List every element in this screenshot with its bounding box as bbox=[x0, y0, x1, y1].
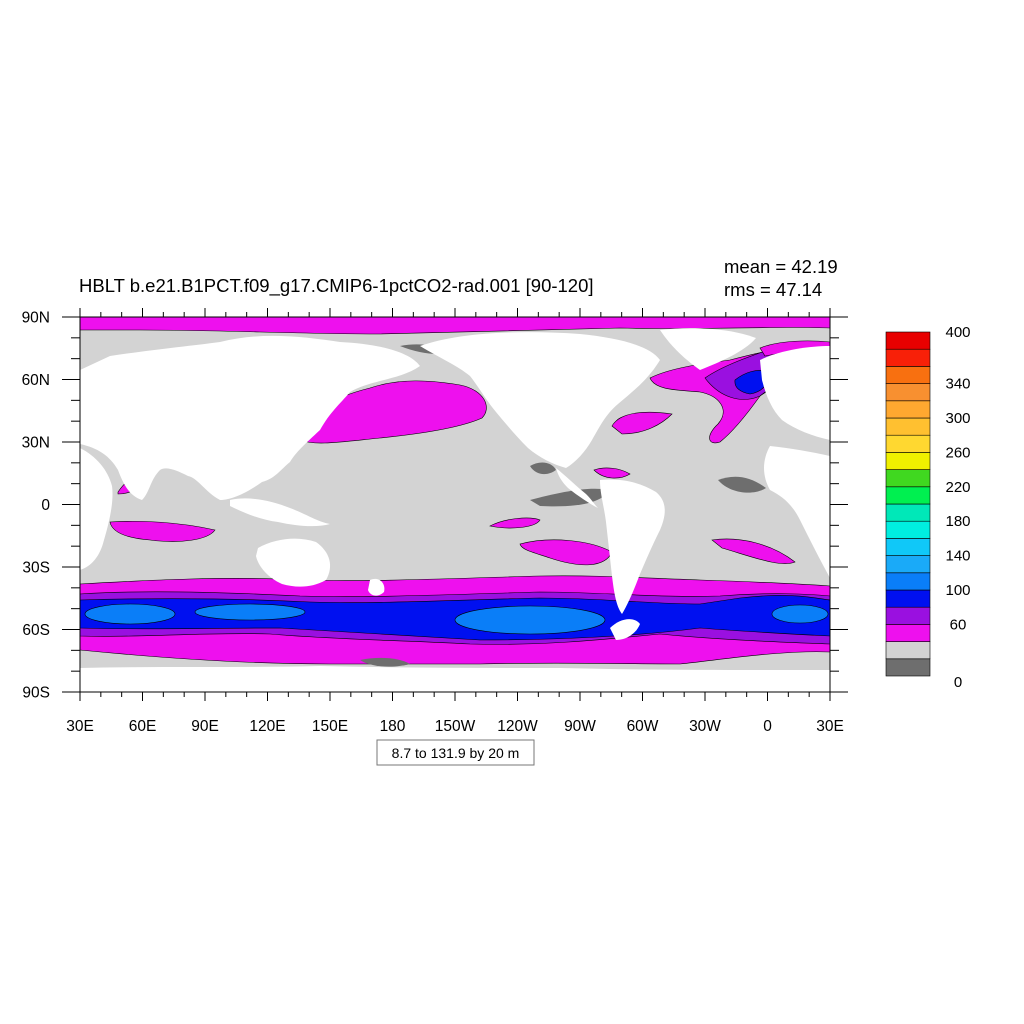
x-tick-label: 180 bbox=[380, 718, 406, 735]
x-tick-labels: 30E 60E 90E 120E 150E 180 150W 120W 90W 60W 30W 0 30… bbox=[66, 718, 844, 735]
y-tick-label: 60S bbox=[22, 622, 50, 639]
axis-ticks bbox=[62, 308, 848, 701]
colorbar-swatch bbox=[885, 589, 931, 608]
colorbar-label: 400 bbox=[945, 324, 970, 341]
land-antarctica bbox=[80, 666, 830, 692]
map-area bbox=[80, 317, 830, 692]
colorbar-swatch bbox=[885, 520, 931, 539]
colorbar-label: 0 bbox=[954, 674, 962, 691]
colorbar-label: 140 bbox=[945, 548, 970, 565]
east-pacific-magenta bbox=[489, 517, 541, 529]
north-pacific-magenta bbox=[299, 380, 487, 444]
caribbean-magenta bbox=[593, 467, 631, 479]
land-australia bbox=[256, 538, 331, 587]
land-africa-east bbox=[764, 446, 830, 578]
colorbar-swatch bbox=[885, 434, 931, 453]
x-tick-label: 120W bbox=[497, 718, 538, 735]
land-central-america bbox=[556, 468, 598, 508]
colorbar-swatch bbox=[885, 486, 931, 505]
colorbar-swatch bbox=[885, 400, 931, 419]
colorbar-labels: 0 60 100 140 180 220 260 300 340 400 bbox=[945, 324, 970, 691]
south-atlantic-magenta bbox=[711, 538, 796, 564]
colorbar-swatch bbox=[885, 383, 931, 402]
southern-ocean-core-pacific bbox=[454, 605, 606, 635]
southern-ocean-core-atlantic bbox=[771, 604, 829, 624]
y-tick-label: 90S bbox=[22, 685, 50, 702]
x-tick-label: 60W bbox=[627, 718, 659, 735]
southern-ocean-core-indian bbox=[194, 603, 306, 621]
arctic-magenta-band bbox=[80, 317, 830, 335]
land-south-america bbox=[600, 479, 665, 614]
land-greenland bbox=[660, 328, 756, 370]
colorbar-swatch bbox=[885, 331, 931, 350]
colorbar-swatch bbox=[885, 417, 931, 436]
x-tick-label: 150E bbox=[312, 718, 348, 735]
x-tick-label: 60E bbox=[129, 718, 157, 735]
colorbar-swatch bbox=[885, 469, 931, 488]
land-north-america bbox=[420, 332, 660, 468]
y-tick-labels: 90N 60N 30N 0 30S 60S 90S bbox=[22, 310, 51, 702]
colorbar-swatch bbox=[885, 538, 931, 556]
x-tick-label: 30W bbox=[689, 718, 721, 735]
colorbar-swatch bbox=[885, 348, 931, 367]
colorbar-swatch bbox=[885, 606, 931, 625]
land-maritime-continent bbox=[230, 498, 330, 527]
colorbar-swatch bbox=[885, 555, 931, 574]
contour-info-text: 8.7 to 131.9 by 20 m bbox=[392, 745, 520, 761]
colorbar-label: 260 bbox=[945, 444, 970, 461]
colorbar-swatch bbox=[885, 503, 931, 522]
indian-ocean-magenta bbox=[109, 520, 216, 542]
colorbar-label: 60 bbox=[950, 616, 967, 633]
x-tick-label: 90W bbox=[564, 718, 596, 735]
colorbar-label: 100 bbox=[945, 582, 970, 599]
mean-value: mean = 42.19 bbox=[724, 256, 838, 277]
land-europe-east bbox=[760, 346, 830, 440]
colorbar-label: 340 bbox=[945, 376, 970, 393]
land-masses bbox=[80, 328, 830, 692]
colorbar-swatch bbox=[885, 641, 931, 660]
missing-west-africa bbox=[718, 476, 766, 493]
south-east-pacific-magenta bbox=[519, 539, 613, 566]
x-tick-label: 90E bbox=[191, 718, 219, 735]
southern-ocean-core-west bbox=[84, 603, 176, 625]
y-tick-label: 60N bbox=[22, 372, 50, 389]
missing-antarctic-coast bbox=[360, 657, 410, 667]
x-tick-label: 30E bbox=[66, 718, 94, 735]
colorbar bbox=[885, 331, 931, 677]
colorbar-swatch bbox=[885, 452, 931, 470]
colorbar-swatch bbox=[885, 572, 931, 591]
x-tick-label: 150W bbox=[435, 718, 476, 735]
colorbar-swatch bbox=[885, 658, 931, 677]
x-tick-label: 0 bbox=[763, 718, 772, 735]
rms-value: rms = 47.14 bbox=[724, 279, 822, 300]
colorbar-swatch bbox=[885, 366, 931, 384]
missing-gulf-mexico bbox=[530, 462, 556, 475]
y-tick-label: 30N bbox=[22, 435, 50, 452]
y-tick-label: 0 bbox=[41, 497, 50, 514]
contour-info-box bbox=[376, 739, 535, 766]
land-new-zealand bbox=[368, 578, 385, 596]
land-eurasia bbox=[80, 335, 420, 500]
colorbar-label: 180 bbox=[945, 513, 970, 530]
x-tick-label: 30E bbox=[816, 718, 844, 735]
land-africa bbox=[80, 448, 113, 570]
x-tick-label: 120E bbox=[249, 718, 285, 735]
colorbar-label: 300 bbox=[945, 410, 970, 427]
land-antarctic-peninsula bbox=[610, 619, 640, 640]
plot-title: HBLT b.e21.B1PCT.f09_g17.CMIP6-1pctCO2-r… bbox=[79, 275, 594, 297]
gulf-stream-magenta bbox=[611, 411, 673, 435]
colorbar-swatch bbox=[885, 624, 931, 642]
y-tick-label: 30S bbox=[22, 560, 50, 577]
y-tick-label: 90N bbox=[22, 310, 50, 327]
colorbar-label: 220 bbox=[945, 479, 970, 496]
